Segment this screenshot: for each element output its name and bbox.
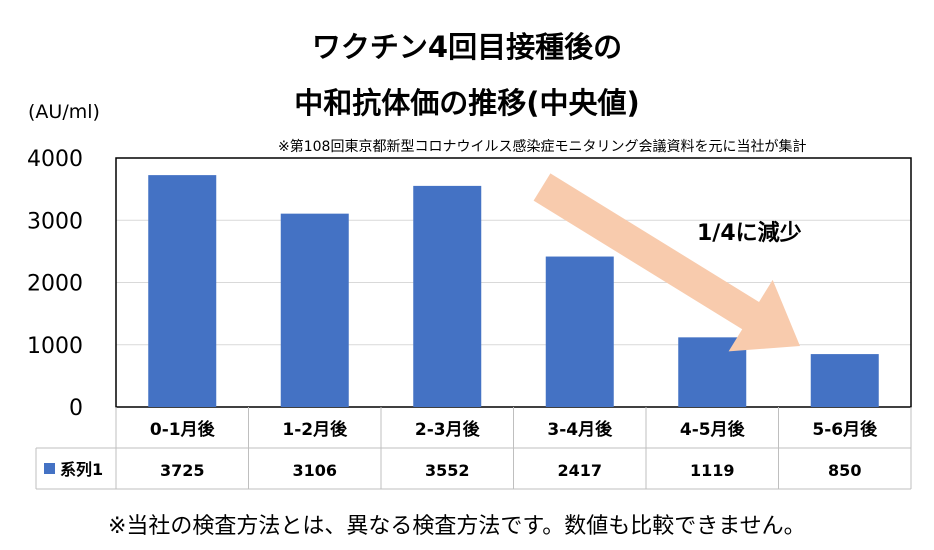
x-tick-label: 3-4月後 <box>547 419 613 440</box>
y-axis-unit: (AU/ml) <box>28 101 100 123</box>
bar <box>148 175 217 407</box>
source-note: ※第108回東京都新型コロナウイルス感染症モニタリング会議資料を元に当社が集計 <box>278 139 807 155</box>
chart-title-line1: ワクチン4回目接種後の <box>311 30 623 64</box>
x-tick-label: 4-5月後 <box>680 419 746 440</box>
data-table-value: 3106 <box>292 461 337 480</box>
legend-label: 系列1 <box>60 460 103 479</box>
bar <box>280 213 349 407</box>
data-table-value: 3725 <box>160 461 205 480</box>
bar <box>810 354 879 407</box>
x-tick-label: 1-2月後 <box>282 419 348 440</box>
data-table-value: 850 <box>828 461 861 480</box>
bar <box>413 185 482 407</box>
data-table-value: 3552 <box>425 461 470 480</box>
data-table-value: 2417 <box>557 461 602 480</box>
data-table-value: 1119 <box>690 461 735 480</box>
y-tick-label: 1000 <box>27 334 83 359</box>
legend-swatch <box>44 463 55 474</box>
annotation-text: 1/4に減少 <box>697 221 802 246</box>
footnote: ※当社の検査方法とは、異なる検査方法です。数値も比較できません。 <box>108 514 806 539</box>
y-tick-label: 4000 <box>27 147 83 172</box>
decrease-arrow <box>533 173 800 352</box>
y-tick-label: 0 <box>69 396 83 421</box>
y-tick-label: 2000 <box>27 272 83 297</box>
x-tick-label: 0-1月後 <box>150 419 216 440</box>
chart-title-line2: 中和抗体価の推移(中央値) <box>294 86 640 120</box>
y-tick-label: 3000 <box>27 209 83 234</box>
x-tick-label: 2-3月後 <box>415 419 481 440</box>
bar <box>545 256 614 407</box>
x-tick-label: 5-6月後 <box>812 419 878 440</box>
